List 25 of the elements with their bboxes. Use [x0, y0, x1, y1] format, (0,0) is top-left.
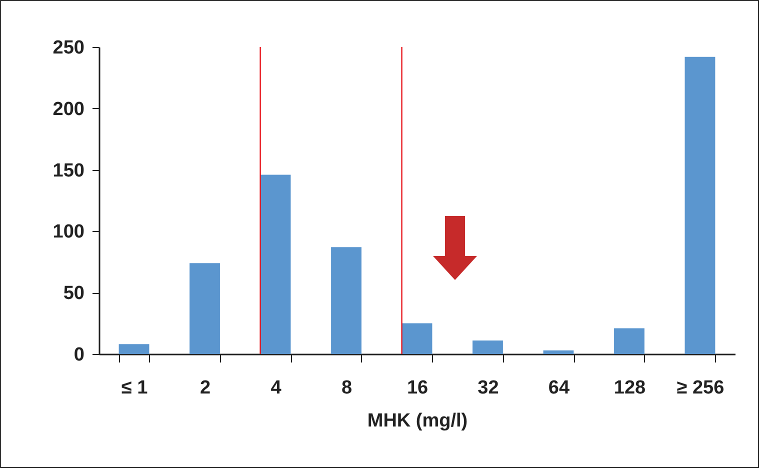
- x-tick-label: ≤ 1: [121, 378, 148, 398]
- x-tick-label: 32: [478, 378, 499, 398]
- bar: [190, 263, 220, 354]
- bar: [118, 344, 150, 354]
- x-tick-label: 128: [614, 378, 646, 398]
- y-tick-label: 100: [52, 222, 84, 243]
- x-tick-label: ≥ 256: [676, 378, 724, 398]
- bar: [260, 174, 291, 354]
- bar: [472, 340, 503, 354]
- x-tick-label: 2: [200, 378, 211, 398]
- x-tick-label: 64: [548, 378, 570, 398]
- y-tick-label: 150: [52, 160, 84, 182]
- x-tick-label: 8: [341, 378, 352, 398]
- y-tick-label: 0: [74, 344, 84, 366]
- bar: [543, 350, 574, 354]
- y-tick-label: 50: [63, 283, 84, 304]
- x-tick-label: 16: [406, 378, 428, 398]
- bar: [331, 247, 362, 354]
- bar: [402, 323, 432, 354]
- bar: [684, 56, 716, 354]
- x-axis-title: MHK (mg/l): [367, 410, 468, 432]
- bar: [614, 328, 644, 354]
- y-tick-label: 250: [52, 38, 84, 58]
- y-tick-label: 200: [52, 98, 84, 120]
- x-tick-label: 4: [270, 378, 282, 398]
